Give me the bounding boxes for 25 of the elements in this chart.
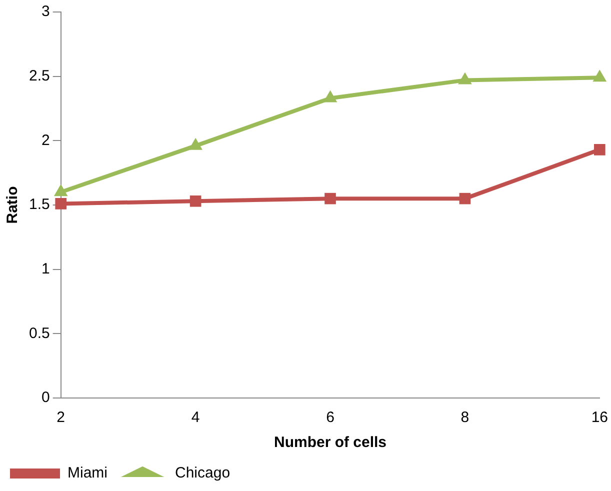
y-tick-label: 1.5 — [28, 196, 50, 214]
x-axis-title: Number of cells — [274, 434, 387, 452]
point — [55, 198, 67, 210]
legend-label: Chicago — [175, 464, 230, 482]
legend-label: Miami — [68, 464, 108, 482]
y-tick-label: 3 — [42, 3, 50, 20]
y-tick-label: 0.5 — [28, 324, 50, 342]
y-tick-label: 2 — [42, 132, 50, 149]
y-tick-label: 1 — [42, 260, 50, 278]
point — [324, 192, 336, 204]
x-tick-label: 8 — [460, 409, 470, 426]
point — [594, 144, 606, 156]
y-axis-title: Ratio — [4, 186, 22, 224]
x-tick-label: 4 — [191, 409, 200, 426]
x-tick-label: 6 — [326, 409, 334, 426]
x-tick-label: 16 — [591, 409, 608, 426]
x-tick-label: 2 — [56, 409, 66, 426]
point — [188, 138, 202, 150]
point — [323, 90, 338, 102]
y-tick-label: 0 — [42, 389, 50, 406]
point — [459, 192, 471, 204]
y-tick-label: 2.5 — [28, 67, 50, 84]
point — [458, 72, 472, 84]
point — [190, 195, 202, 207]
point — [592, 70, 607, 82]
